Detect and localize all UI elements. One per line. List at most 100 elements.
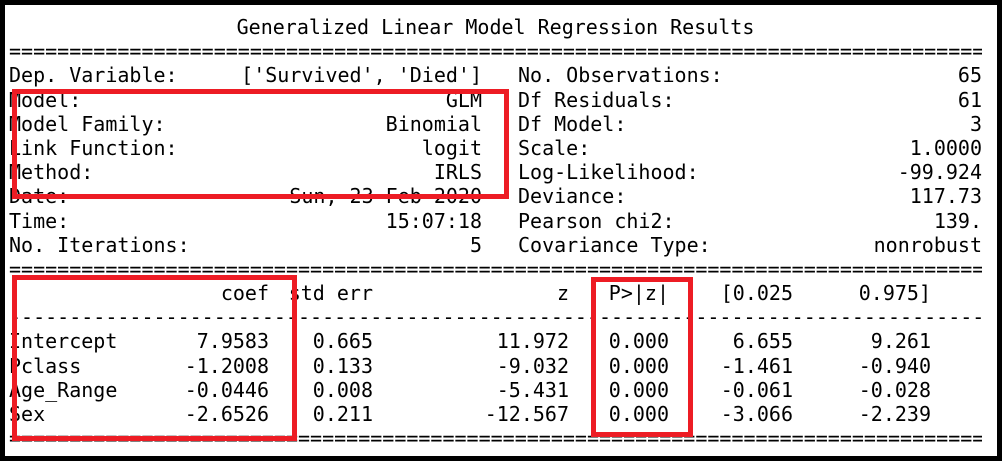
info-value: 65 [957,63,982,88]
info-row-model-family: Model Family: Binomial [9,112,482,136]
model-info-right-column: No. Observations: 65 Df Residuals: 61 Df M… [518,63,982,257]
info-value: logit [421,135,482,160]
cell-ci-high: -0.028 [858,377,931,402]
column-header-std-err: std err [288,281,373,306]
info-label: Model Family: [9,111,166,136]
cell-ci-low: -1.461 [720,353,793,378]
cell-p-value: 0.000 [608,402,669,426]
cell-ci-high: 9.261 [870,329,931,354]
info-row-date: Date: Sun, 23 Feb 2020 [9,184,482,208]
cell-ci-low: 6.655 [732,329,793,354]
cell-coef: -2.6526 [184,402,269,426]
info-row-method: Method: IRLS [9,160,482,184]
cell-coef: -0.0446 [184,377,269,402]
page-title: Generalized Linear Model Regression Resu… [236,15,755,39]
info-label: Link Function: [9,135,178,160]
table-row-pclass: Pclass -1.2008 0.133 -9.032 0.000 -1.461… [9,354,982,378]
info-label: Time: [9,208,70,233]
info-value: 139. [933,208,982,233]
info-label: Log-Likelihood: [518,160,699,185]
table-header-row: coef std err z P>|z| [0.025 0.975] [9,281,982,305]
cell-ci-high: -0.940 [858,353,931,378]
info-row-iterations: No. Iterations: 5 [9,233,482,257]
column-header-p-value: P>|z| [608,281,669,306]
model-info-section: Dep. Variable: ['Survived', 'Died'] Model… [9,63,982,257]
info-label: Scale: [518,135,591,160]
info-row-link-function: Link Function: logit [9,136,482,160]
info-row-dep-variable: Dep. Variable: ['Survived', 'Died'] [9,63,482,87]
column-header-name [9,281,141,305]
info-value: nonrobust [873,232,982,257]
info-row-df-residuals: Df Residuals: 61 [518,88,982,112]
info-row-model: Model: GLM [9,88,482,112]
info-value: 61 [957,87,982,112]
column-header-ci-low: [0.025 [720,281,793,306]
info-row-pearson-chi2: Pearson chi2: 139. [518,209,982,233]
info-value: Binomial [385,111,482,136]
cell-z: 11.972 [496,329,569,354]
info-value: -99.924 [897,160,982,185]
cell-std-err: 0.665 [312,329,373,354]
info-row-time: Time: 15:07:18 [9,209,482,233]
table-row-age-range: Age_Range -0.0446 0.008 -5.431 0.000 -0.… [9,378,982,402]
horizontal-rule-bottom: ========================================… [9,426,982,451]
row-label: Age_Range [9,377,118,402]
cell-z: -12.567 [484,402,569,426]
cell-std-err: 0.211 [312,402,373,426]
cell-z: -5.431 [496,377,569,402]
info-label: Dep. Variable: [9,63,178,88]
cell-coef: -1.2008 [184,353,269,378]
info-row-covariance-type: Covariance Type: nonrobust [518,233,982,257]
info-label: No. Iterations: [9,232,190,257]
info-value: GLM [445,87,482,112]
cell-std-err: 0.133 [312,353,373,378]
column-gap [482,63,518,257]
info-label: No. Observations: [518,63,723,88]
coefficient-table: coef std err z P>|z| [0.025 0.975] -----… [9,281,982,450]
info-row-df-model: Df Model: 3 [518,112,982,136]
info-row-deviance: Deviance: 117.73 [518,184,982,208]
info-label: Pearson chi2: [518,208,675,233]
info-label: Date: [9,184,70,209]
info-label: Model: [9,87,82,112]
cell-z: -9.032 [496,353,569,378]
info-label: Df Model: [518,111,627,136]
info-label: Covariance Type: [518,232,711,257]
cell-trailing-space [931,378,982,402]
info-value: 1.0000 [909,135,982,160]
info-value: 15:07:18 [385,208,482,233]
info-row-log-likelihood: Log-Likelihood: -99.924 [518,160,982,184]
cell-ci-low: -0.061 [720,377,793,402]
table-row-sex: Sex -2.6526 0.211 -12.567 0.000 -3.066 -… [9,402,982,426]
info-value: Sun, 23 Feb 2020 [289,184,482,209]
info-value: 117.73 [909,184,982,209]
info-value: IRLS [433,160,482,185]
table-row-intercept: Intercept 7.9583 0.665 11.972 0.000 6.65… [9,329,982,353]
info-row-observations: No. Observations: 65 [518,63,982,87]
cell-std-err: 0.008 [312,377,373,402]
info-label: Deviance: [518,184,627,209]
info-value: 5 [469,232,482,257]
row-label: Pclass [9,353,82,378]
cell-trailing-space [931,329,982,353]
cell-p-value: 0.000 [608,377,669,402]
info-label: Method: [9,160,94,185]
column-header-z: z [556,281,569,306]
model-info-left-column: Dep. Variable: ['Survived', 'Died'] Model… [9,63,482,257]
column-header-ci-high: 0.975] [858,281,931,306]
report-content: Generalized Linear Model Regression Resu… [5,5,997,456]
horizontal-rule-middle: ========================================… [9,256,982,281]
row-label: Intercept [9,329,118,354]
info-value: 3 [969,111,982,136]
cell-trailing-space [931,354,982,378]
cell-ci-low: -3.066 [720,402,793,426]
dashed-rule: ----------------------------------------… [9,305,982,330]
cell-ci-high: -2.239 [858,402,931,426]
column-trailing-space [931,281,982,305]
row-label: Sex [9,402,46,426]
info-row-scale: Scale: 1.0000 [518,136,982,160]
cell-trailing-space [931,402,982,426]
horizontal-rule-top: ========================================… [9,39,982,64]
cell-p-value: 0.000 [608,329,669,354]
